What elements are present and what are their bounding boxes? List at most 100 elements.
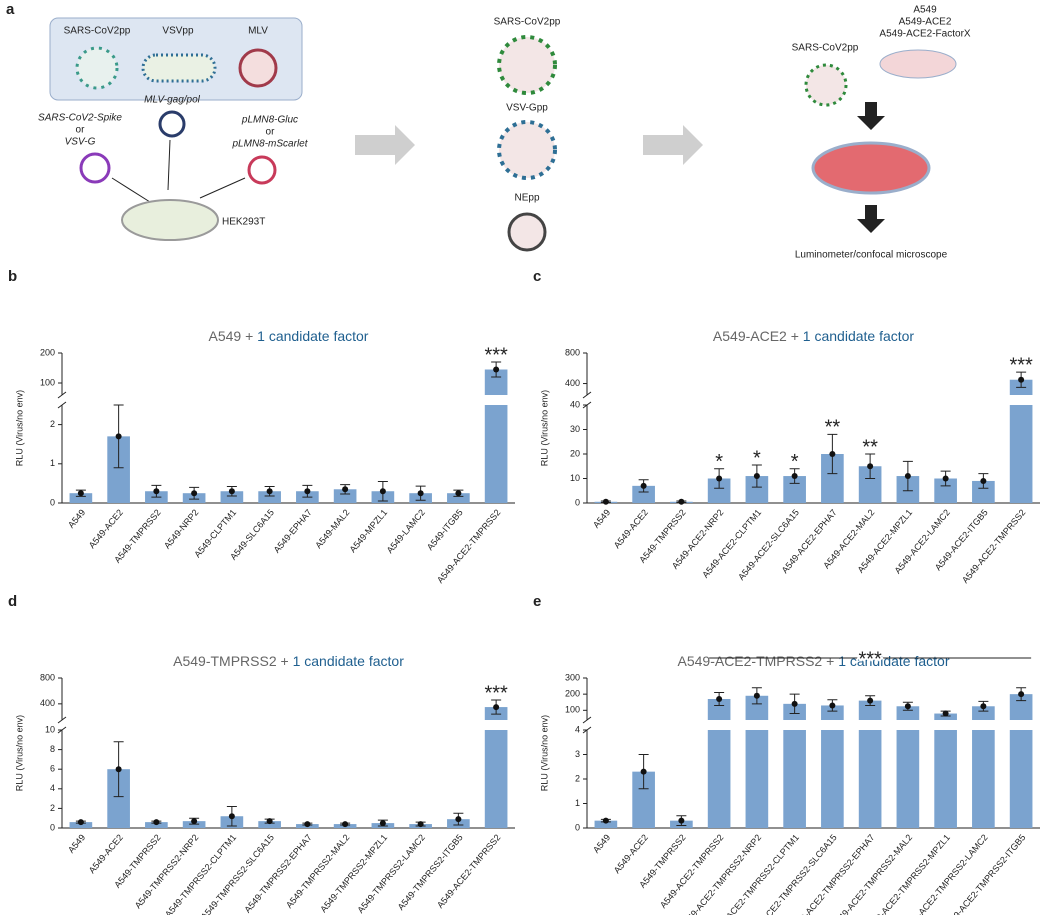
virus-icon bbox=[497, 35, 557, 95]
bar bbox=[858, 466, 882, 503]
x-tick-label: A549-TMPRSS2-LAMC2 bbox=[355, 832, 427, 915]
label: VSV-G bbox=[65, 137, 96, 148]
mean-dot bbox=[304, 821, 311, 828]
mean-dot bbox=[867, 463, 874, 470]
virus-icon bbox=[507, 212, 547, 252]
mean-dot bbox=[493, 704, 500, 711]
y-tick-label: 10 bbox=[570, 473, 580, 483]
mean-dot bbox=[266, 818, 273, 825]
x-tick-label: A549-ACE2 bbox=[87, 832, 125, 875]
mean-dot bbox=[342, 486, 349, 493]
mean-dot bbox=[455, 490, 462, 497]
mean-dot bbox=[1018, 376, 1025, 383]
significance: * bbox=[715, 451, 723, 473]
y-axis-label: RLU (Virus/no env) bbox=[539, 715, 549, 791]
x-tick-label: A549-ACE2-TMPRSS2 bbox=[658, 832, 725, 910]
label: MLV-gag/pol bbox=[144, 95, 201, 106]
arrow bbox=[857, 102, 885, 130]
label: SARS-CoV2pp bbox=[64, 26, 131, 37]
x-tick-label: A549-ACE2-TMPRSS2 bbox=[435, 507, 502, 585]
y-tick-label: 300 bbox=[565, 672, 580, 682]
y-tick-label: 20 bbox=[570, 448, 580, 458]
x-tick-label: A549 bbox=[591, 507, 612, 530]
y-tick-label: 200 bbox=[565, 689, 580, 699]
virus-icon bbox=[238, 48, 278, 88]
panel-letter: a bbox=[6, 1, 15, 18]
bar bbox=[934, 713, 957, 720]
label: VSVpp bbox=[162, 26, 194, 37]
mean-dot bbox=[716, 475, 723, 482]
title-highlight: 1 candidate factor bbox=[257, 328, 369, 344]
bar bbox=[972, 480, 995, 503]
label: SARS-CoV2pp bbox=[494, 17, 561, 28]
bar bbox=[632, 771, 655, 828]
mean-dot bbox=[379, 488, 386, 495]
bar bbox=[1009, 405, 1033, 503]
mean-dot bbox=[753, 692, 760, 699]
y-tick-label: 0 bbox=[575, 497, 580, 507]
mean-dot bbox=[716, 696, 723, 702]
y-axis-label: RLU (Virus/no env) bbox=[14, 715, 24, 791]
x-tick-label: A549-MAL2 bbox=[313, 507, 351, 550]
dish bbox=[121, 199, 219, 241]
x-tick-label: A549-TMPRSS2-CLPTM1 bbox=[163, 832, 238, 915]
label: VSV-Gpp bbox=[506, 103, 548, 114]
y-tick-label: 4 bbox=[50, 783, 55, 793]
y-tick-label: 100 bbox=[565, 705, 580, 715]
y-tick-label: 2 bbox=[575, 773, 580, 783]
panel-a: a SARS-CoV2pp VSVpp MLV SARS-CoV2-Spike … bbox=[6, 1, 971, 261]
x-tick-label: A549-TMPRSS2-NRP2 bbox=[133, 832, 201, 910]
bar bbox=[220, 491, 244, 503]
title-prefix: A549-TMPRSS2 + bbox=[173, 653, 289, 669]
label: MLV bbox=[248, 26, 268, 37]
bar bbox=[934, 478, 957, 503]
panel-letter: b bbox=[8, 268, 17, 285]
mean-dot bbox=[942, 475, 949, 482]
label: NEpp bbox=[514, 193, 539, 204]
bar bbox=[896, 730, 920, 828]
mean-dot bbox=[77, 819, 84, 826]
mean-dot bbox=[228, 813, 235, 820]
x-tick-label: A549-TMPRSS2-SLC6A15 bbox=[199, 832, 276, 915]
x-tick-label: A549-TMPRSS2-ITGB5 bbox=[396, 832, 465, 912]
virus-icon bbox=[804, 63, 848, 107]
y-tick-label: 1 bbox=[50, 458, 55, 468]
y-tick-label: 0 bbox=[575, 822, 580, 832]
significance: *** bbox=[484, 344, 508, 366]
title-prefix: A549-ACE2-TMPRSS2 + bbox=[678, 653, 835, 669]
y-tick-label: 10 bbox=[45, 724, 55, 734]
virus-icon bbox=[75, 46, 119, 90]
bar bbox=[107, 769, 130, 828]
bar bbox=[896, 706, 920, 720]
bar bbox=[783, 476, 806, 503]
mean-dot bbox=[602, 817, 609, 824]
x-tick-label: A549-ACE2 bbox=[87, 507, 125, 550]
mean-dot bbox=[493, 366, 500, 373]
title-prefix: A549-ACE2 + bbox=[713, 328, 799, 344]
bar bbox=[707, 730, 731, 828]
significance: *** bbox=[484, 682, 508, 704]
title-highlight: 1 candidate factor bbox=[838, 653, 950, 669]
significance: *** bbox=[858, 648, 882, 670]
mean-dot bbox=[942, 710, 949, 717]
y-tick-label: 200 bbox=[40, 347, 55, 357]
chart-title: A549-ACE2 + 1 candidate factor bbox=[713, 328, 915, 344]
x-tick-label: A549-ACE2-TMPRSS2 bbox=[435, 832, 502, 910]
mean-dot bbox=[640, 768, 647, 775]
bar bbox=[107, 436, 130, 503]
significance: *** bbox=[1009, 354, 1033, 376]
bar bbox=[707, 699, 731, 720]
y-tick-label: 3 bbox=[575, 749, 580, 759]
x-tick-label: A549 bbox=[66, 507, 87, 530]
bar bbox=[333, 489, 357, 503]
y-axis-label: RLU (Virus/no env) bbox=[14, 390, 24, 466]
mean-dot bbox=[904, 703, 911, 710]
y-tick-label: 1 bbox=[575, 798, 580, 808]
bar bbox=[858, 730, 882, 828]
label: SARS-CoV2pp bbox=[792, 43, 859, 54]
mean-dot bbox=[228, 488, 235, 495]
label: A549 bbox=[913, 5, 937, 16]
y-axis-label: RLU (Virus/no env) bbox=[539, 390, 549, 466]
mean-dot bbox=[791, 473, 798, 480]
